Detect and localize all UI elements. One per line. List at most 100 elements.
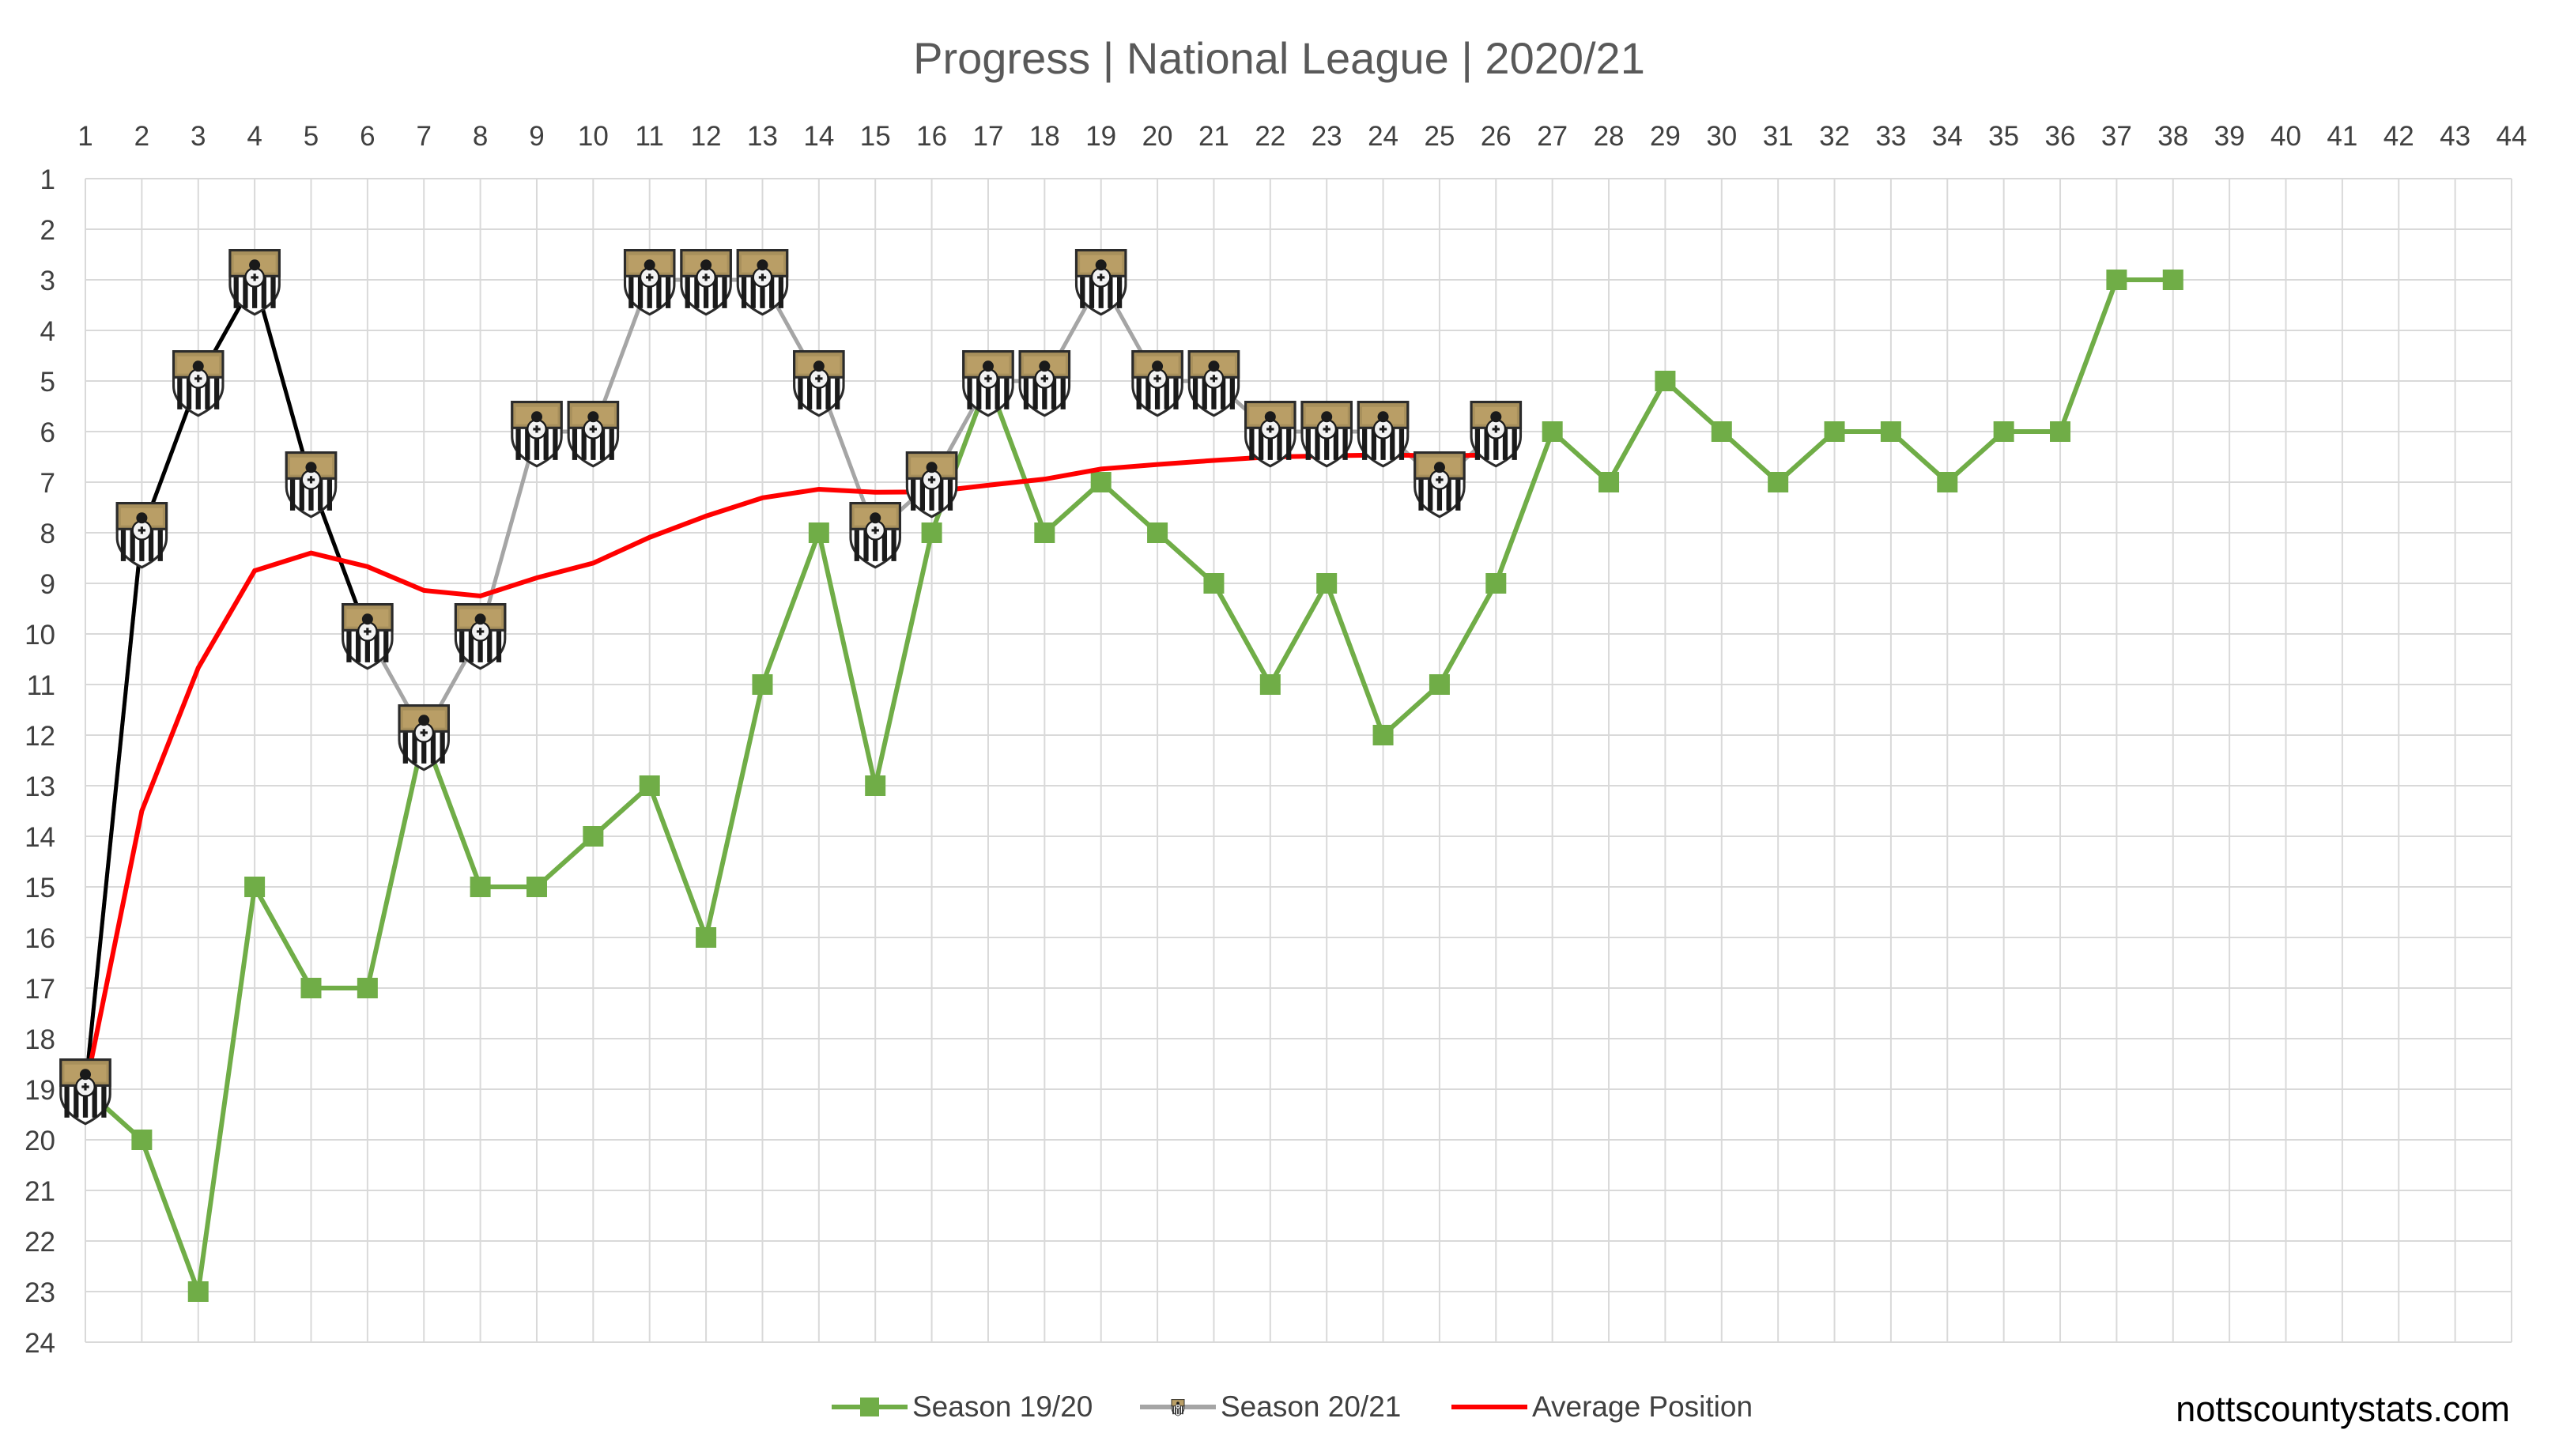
x-tick-label: 43 (2440, 121, 2470, 152)
data-point-season-19-20 (1147, 522, 1168, 543)
y-tick-label: 3 (40, 266, 55, 296)
club-crest-icon (567, 401, 620, 468)
club-crest-icon (398, 704, 450, 771)
y-tick-label: 6 (40, 417, 55, 448)
club-crest-icon (962, 350, 1014, 417)
x-tick-label: 10 (578, 121, 609, 152)
data-point-season-19-20 (1993, 421, 2014, 442)
y-tick-label: 4 (40, 316, 55, 347)
club-crest-icon (511, 401, 563, 468)
y-tick-label: 12 (25, 721, 55, 752)
y-tick-label: 17 (25, 974, 55, 1005)
data-point-season-19-20 (2106, 270, 2127, 290)
club-crest-icon (1018, 350, 1071, 417)
data-point-season-19-20 (1937, 472, 1958, 492)
x-tick-label: 4 (247, 121, 262, 152)
x-tick-label: 29 (1650, 121, 1681, 152)
data-point-season-19-20 (244, 877, 266, 897)
club-crest-icon (228, 249, 281, 316)
x-tick-label: 2 (134, 121, 149, 152)
y-tick-label: 23 (25, 1277, 55, 1308)
x-tick-label: 34 (1932, 121, 1963, 152)
x-tick-label: 41 (2327, 121, 2357, 152)
data-point-season-19-20 (1034, 522, 1055, 543)
club-crest-icon (1413, 451, 1466, 519)
y-tick-label: 2 (40, 215, 55, 246)
y-tick-label: 19 (25, 1075, 55, 1106)
data-point-season-19-20 (865, 775, 886, 796)
y-tick-label: 13 (25, 771, 55, 802)
x-tick-label: 18 (1029, 121, 1060, 152)
data-point-season-19-20 (808, 522, 829, 543)
legend-marker-season-19-20 (860, 1398, 879, 1416)
y-tick-label: 16 (25, 923, 55, 954)
chart-title: Progress | National League | 2020/21 (913, 33, 1645, 83)
club-crest-icon (454, 603, 507, 670)
x-tick-label: 5 (304, 121, 319, 152)
data-point-season-19-20 (470, 877, 491, 897)
x-tick-label: 14 (803, 121, 834, 152)
x-tick-label: 36 (2045, 121, 2076, 152)
x-tick-label: 40 (2270, 121, 2301, 152)
x-tick-label: 1 (77, 121, 92, 152)
data-point-season-19-20 (1372, 725, 1394, 745)
club-crest-icon (1131, 350, 1183, 417)
x-tick-label: 3 (191, 121, 206, 152)
x-tick-label: 27 (1537, 121, 1568, 152)
x-tick-label: 25 (1424, 121, 1455, 152)
data-point-season-19-20 (131, 1130, 153, 1150)
y-tick-label: 1 (40, 164, 55, 195)
x-tick-label: 22 (1255, 121, 1285, 152)
x-tick-label: 11 (636, 121, 664, 152)
x-tick-label: 35 (1988, 121, 2019, 152)
x-tick-label: 13 (747, 121, 778, 152)
y-tick-label: 24 (25, 1328, 55, 1359)
x-tick-label: 6 (360, 121, 375, 152)
club-crest-icon (115, 502, 168, 569)
club-crest-icon (1074, 249, 1127, 316)
data-point-season-19-20 (696, 927, 717, 948)
data-point-season-19-20 (1880, 421, 1901, 442)
x-tick-label: 42 (2383, 121, 2414, 152)
x-tick-label: 24 (1368, 121, 1398, 152)
series-group (59, 249, 2183, 1302)
y-tick-label: 15 (25, 873, 55, 903)
club-crest-icon (736, 249, 789, 316)
data-point-season-19-20 (1090, 472, 1112, 492)
x-tick-label: 8 (473, 121, 488, 152)
club-crest-icon (849, 502, 901, 569)
club-crest-icon (1171, 1398, 1185, 1416)
club-crest-icon (342, 603, 394, 670)
club-crest-icon (172, 350, 225, 417)
y-tick-label: 18 (25, 1024, 55, 1055)
x-tick-label: 17 (972, 121, 1003, 152)
x-axis-ticks: 1 2 3 4 5 6 7 8 9 10 11 12 13 14 15 16 17 18 19 20 21 22 23 24 2… (77, 121, 2527, 152)
x-tick-label: 9 (529, 121, 544, 152)
y-tick-label: 9 (40, 569, 55, 600)
data-point-season-19-20 (1316, 573, 1338, 594)
data-point-season-19-20 (1429, 674, 1450, 695)
x-tick-label: 28 (1594, 121, 1625, 152)
data-point-season-19-20 (639, 775, 660, 796)
data-point-season-19-20 (1598, 472, 1620, 492)
legend-label-average-position: Average Position (1532, 1390, 1753, 1423)
data-point-season-19-20 (921, 522, 942, 543)
y-tick-label: 21 (25, 1176, 55, 1207)
y-tick-label: 8 (40, 519, 55, 549)
x-tick-label: 31 (1763, 121, 1794, 152)
x-tick-label: 32 (1819, 121, 1850, 152)
y-tick-label: 7 (40, 468, 55, 499)
x-tick-label: 15 (860, 121, 891, 152)
data-point-season-19-20 (1711, 421, 1732, 442)
x-tick-label: 19 (1085, 121, 1116, 152)
x-tick-label: 26 (1481, 121, 1512, 152)
data-point-season-19-20 (1824, 421, 1845, 442)
data-point-season-19-20 (1542, 421, 1563, 442)
data-point-season-19-20 (526, 877, 547, 897)
x-tick-label: 16 (916, 121, 947, 152)
data-point-season-19-20 (1203, 573, 1225, 594)
legend-label-season-19-20: Season 19/20 (912, 1390, 1093, 1423)
